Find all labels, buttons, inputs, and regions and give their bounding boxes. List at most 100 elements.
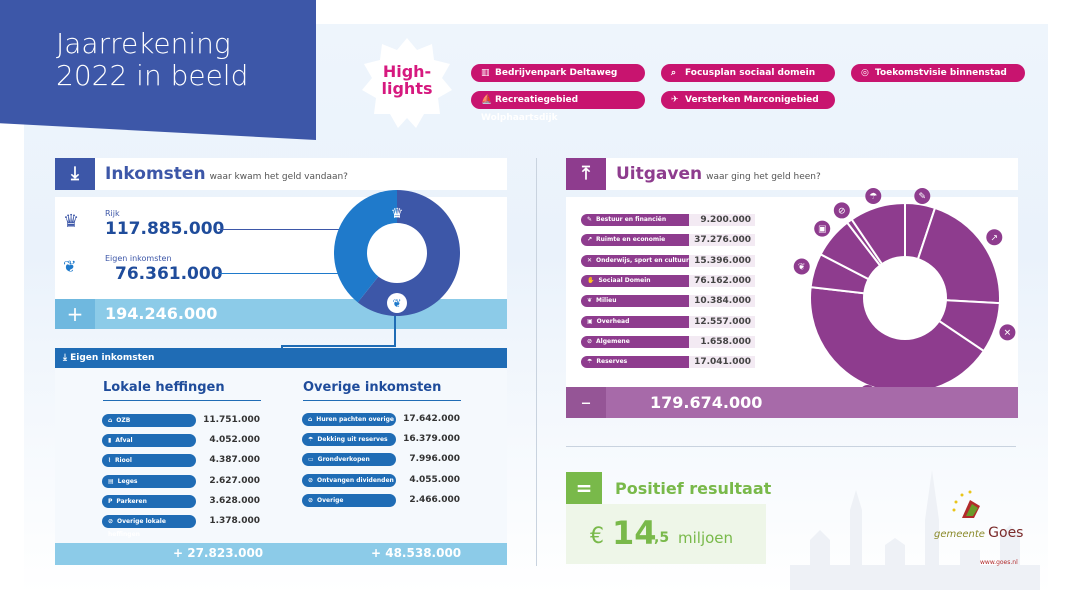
- uitgaven-item-label: Overhead: [596, 317, 630, 325]
- highlight-label: Recreatiegebied Wolphaartsdijk: [481, 95, 579, 123]
- minus-icon: –: [566, 387, 606, 418]
- lokale-divider: [103, 400, 261, 401]
- overige-title: Overige inkomsten: [303, 380, 442, 395]
- inkomsten-total: 194.246.000: [105, 304, 218, 323]
- crown-icon: ♛: [63, 211, 80, 232]
- uitgaven-slice-glyph: ✎: [919, 192, 927, 202]
- highlight-deltaweg[interactable]: ▥ Bedrijvenpark Deltaweg: [471, 64, 645, 82]
- overige-pill: ⊘ Overige: [302, 493, 396, 507]
- inkomsten-donut: ♛ ❦: [334, 190, 460, 316]
- highlight-binnenstad[interactable]: ◎ Toekomstvisie binnenstad: [851, 64, 1025, 82]
- overige-item-icon: ⌂: [308, 416, 313, 423]
- sailboat-icon: ⛵: [481, 95, 493, 105]
- lokale-item-icon: ▮: [108, 437, 112, 445]
- uitgaven-slice-icon: [793, 258, 810, 275]
- uitgaven-item-value: 1.658.000: [689, 335, 755, 348]
- skyline-illustration: [790, 470, 1040, 590]
- title-block: Jaarrekening 2022 in beeld: [0, 0, 316, 140]
- highlight-label: Versterken Marconigebied: [685, 95, 819, 105]
- overige-pill: ⊘ Ontvangen dividenden: [302, 473, 396, 487]
- logo-url: www.goes.nl: [980, 559, 1018, 566]
- uitgaven-slice-glyph: ▣: [818, 225, 827, 235]
- resultaat-title: Positief resultaat: [615, 479, 772, 498]
- uitgaven-item-icon: ❦: [587, 297, 593, 305]
- lokale-item-icon: P: [108, 497, 113, 505]
- overige-item-label: Overige: [317, 496, 344, 504]
- resultaat-small: ,5: [654, 530, 670, 546]
- logo-text: gemeente Goes: [934, 525, 1023, 541]
- uitgaven-slice-glyph: ✕: [1004, 328, 1012, 338]
- uitgaven-item-icon: ☂: [587, 358, 593, 366]
- uitgaven-item-value: 76.162.000: [689, 274, 755, 287]
- lokale-item-label: Overige lokale heffingen: [108, 518, 166, 538]
- page-title: Jaarrekening 2022 in beeld: [56, 28, 248, 92]
- eigen-label: Eigen inkomsten: [105, 254, 172, 263]
- overige-item-icon: ▭: [308, 456, 314, 464]
- uitgaven-item-value: 17.041.000: [689, 356, 755, 369]
- overige-item-value: 2.466.000: [409, 494, 460, 505]
- resultaat-big: 14: [612, 514, 657, 552]
- uitgaven-slice-icon: [865, 188, 882, 204]
- highlight-label: Toekomstvisie binnenstad: [875, 68, 1007, 78]
- uitgaven-pill: ✋ Sociaal Domein: [581, 274, 689, 287]
- overige-item-icon: ⊘: [308, 496, 314, 504]
- uitgaven-item-value: 9.200.000: [689, 214, 755, 226]
- uitgaven-item-label: Onderwijs, sport en cultuur: [596, 256, 689, 264]
- lokale-item-value: 11.751.000: [203, 415, 260, 425]
- building-icon: ▥: [481, 68, 490, 78]
- uitgaven-item-value: 10.384.000: [689, 295, 755, 308]
- lokale-pill: ▮ Afval: [102, 434, 196, 448]
- uitgaven-item-label: Algemene dekkingsmiddelen: [587, 337, 649, 357]
- uitgaven-item-value: 15.396.000: [689, 254, 755, 267]
- uitgaven-pill: ❦ Milieu: [581, 295, 689, 308]
- overige-item-label: Grondverkopen: [317, 456, 370, 464]
- lokale-pill: ⌇ Riool: [102, 454, 196, 468]
- overige-item-label: Dekking uit reserves: [317, 436, 388, 444]
- badge-line-2: lights: [381, 79, 433, 98]
- uitgaven-item-icon: ✕: [587, 256, 593, 264]
- title-line-1: Jaarrekening: [56, 27, 231, 60]
- uitgaven-slice-glyph: ⊘: [838, 206, 846, 216]
- overige-item-label: Ontvangen dividenden: [317, 476, 394, 484]
- search-icon: ⌕: [671, 68, 677, 78]
- lokale-item-label: Afval: [115, 437, 133, 445]
- uitgaven-total-bar: – 179.674.000: [566, 387, 1018, 418]
- overige-item-icon: ⊘: [308, 476, 314, 484]
- download-icon: ⤓: [55, 158, 95, 190]
- uitgaven-item-icon: ✎: [587, 216, 593, 223]
- rocket-icon: ✈: [671, 95, 679, 105]
- rijk-value: 117.885.000: [105, 219, 225, 239]
- rijk-label: Rijk: [105, 209, 120, 218]
- uitgaven-slice-glyph: ↗: [991, 233, 999, 243]
- highlight-wolphaartsdijk[interactable]: ⛵ Recreatiegebied Wolphaartsdijk: [471, 91, 645, 123]
- inkomsten-total-bar: + 194.246.000: [55, 299, 507, 329]
- highlight-marconigebied[interactable]: ✈ Versterken Marconigebied: [661, 91, 835, 109]
- highlight-label: Bedrijvenpark Deltaweg: [495, 68, 618, 78]
- lokale-item-value: 4.052.000: [209, 435, 260, 446]
- uitgaven-subtitle: waar ging het geld heen?: [706, 172, 821, 182]
- rijk-connector: [218, 229, 398, 230]
- crown-icon: ♛: [391, 206, 404, 222]
- equals-icon: =: [566, 472, 602, 504]
- lokale-item-value: 2.627.000: [209, 475, 260, 486]
- overige-item-icon: ☂: [308, 436, 314, 444]
- lokale-pill: P Parkeren: [102, 494, 196, 508]
- overige-item-value: 7.996.000: [409, 454, 460, 465]
- uitgaven-item-icon: ✋: [587, 276, 595, 284]
- uitgaven-slice-icon: [999, 324, 1016, 341]
- uitgaven-slice-glyph: ☂: [869, 192, 877, 202]
- highlight-focusplan[interactable]: ⌕ Focusplan sociaal domein: [661, 64, 835, 82]
- leaf-icon: ❦: [63, 257, 77, 276]
- goes-logo-icon: [952, 490, 980, 518]
- uitgaven-item-label: Bestuur en financiën: [596, 216, 667, 223]
- horizontal-divider: [566, 446, 1016, 447]
- overige-item-value: 16.379.000: [403, 434, 460, 445]
- uitgaven-slice-icon: [833, 202, 850, 219]
- uitgaven-item-icon: ↗: [587, 236, 593, 244]
- inkomsten-subtitle: waar kwam het geld vandaan?: [209, 172, 348, 182]
- uitgaven-donut: ✎↗✕✋❦▣⊘☂: [793, 188, 1016, 401]
- lokale-item-value: 4.387.000: [209, 455, 260, 466]
- uitgaven-title-text: Uitgaven: [616, 164, 703, 184]
- lokale-item-icon: ⌂: [108, 417, 113, 424]
- overige-item-label: Huren pachten overige: [316, 416, 394, 423]
